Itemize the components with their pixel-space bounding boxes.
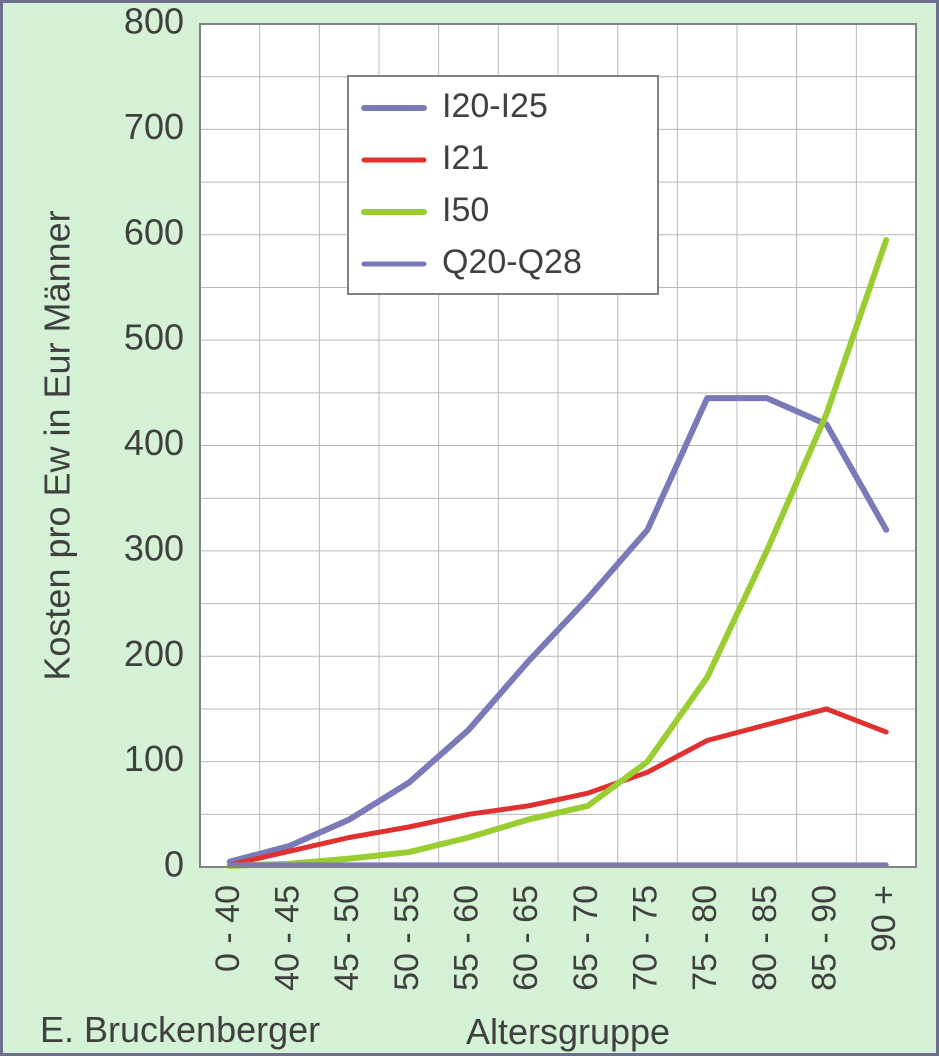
x-tick-label: 85 - 90 <box>805 885 843 991</box>
legend: I20-I25 I21 I50 Q20-Q28 <box>348 76 658 294</box>
x-tick-label: 60 - 65 <box>507 885 545 991</box>
x-tick-label: 0 - 40 <box>209 885 247 972</box>
attribution: E. Bruckenberger <box>40 1009 320 1050</box>
x-tick-label: 90 + <box>865 885 903 952</box>
x-tick-label: 75 - 80 <box>686 885 724 991</box>
y-tick-label: 800 <box>124 1 184 42</box>
y-tick-label: 200 <box>124 633 184 674</box>
x-tick-label: 70 - 75 <box>626 885 664 991</box>
cost-chart: 0 100 200 300 400 500 600 700 800 Kosten pro Ew i… <box>0 0 939 1056</box>
y-tick-label: 0 <box>164 844 184 885</box>
y-tick-label: 300 <box>124 527 184 568</box>
legend-label: I21 <box>442 139 489 177</box>
y-axis-title: Kosten pro Ew in Eur Männer <box>37 210 78 680</box>
x-tick-label: 50 - 55 <box>388 885 426 991</box>
y-tick-label: 100 <box>124 738 184 779</box>
legend-label: I20-I25 <box>442 87 548 125</box>
x-tick-label: 65 - 70 <box>567 885 605 991</box>
y-tick-label: 700 <box>124 106 184 147</box>
y-tick-label: 500 <box>124 317 184 358</box>
x-tick-label: 40 - 45 <box>268 885 306 991</box>
x-tick-label: 55 - 60 <box>447 885 485 991</box>
x-axis-title: Altersgruppe <box>466 1011 670 1052</box>
chart-svg: 0 100 200 300 400 500 600 700 800 Kosten pro Ew i… <box>0 0 939 1056</box>
x-tick-label: 45 - 50 <box>328 885 366 991</box>
x-tick-label: 80 - 85 <box>746 885 784 991</box>
y-tick-label: 600 <box>124 211 184 252</box>
legend-label: I50 <box>442 191 489 229</box>
y-tick-label: 400 <box>124 422 184 463</box>
legend-label: Q20-Q28 <box>442 243 582 281</box>
